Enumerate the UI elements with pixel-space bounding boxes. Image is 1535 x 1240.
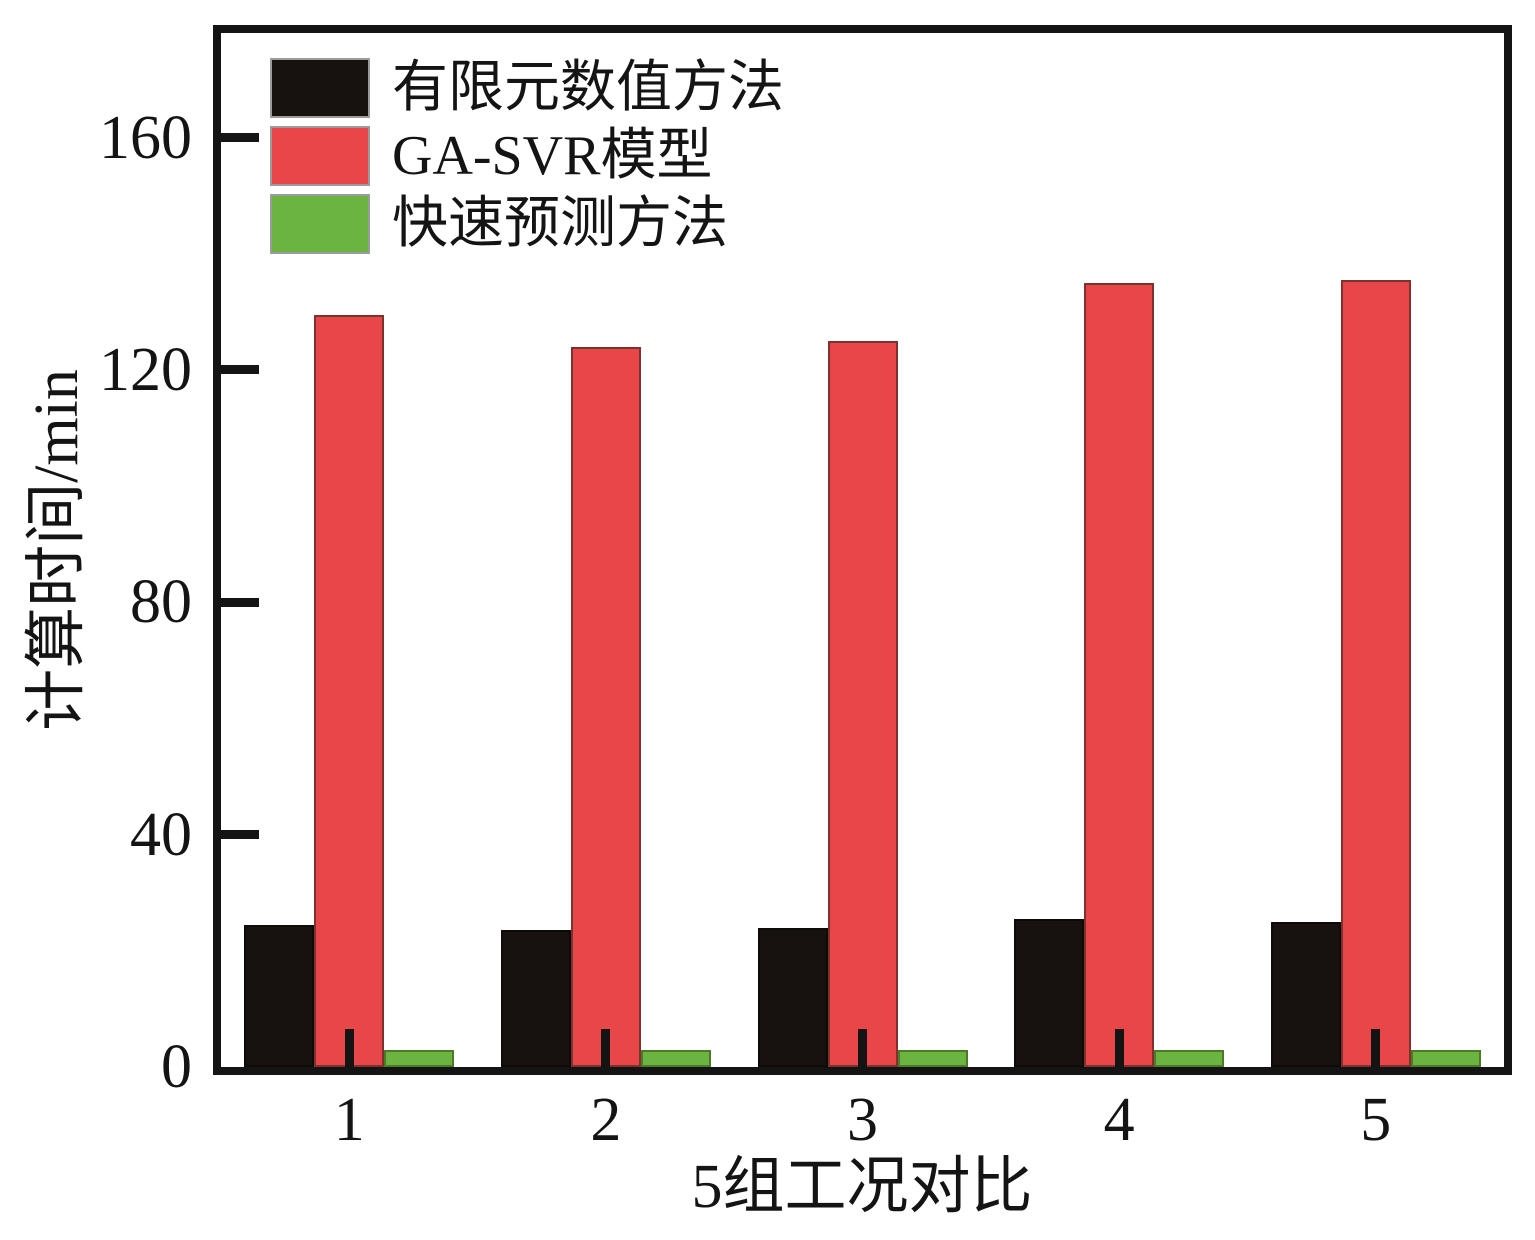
bar-fast-4	[1154, 1049, 1225, 1067]
x-tick-label-2: 2	[590, 1086, 622, 1154]
bar-fast-2	[640, 1049, 711, 1067]
x-tick-label-5: 5	[1360, 1086, 1392, 1154]
plot-frame	[213, 25, 1512, 1075]
legend-swatch-fem	[270, 58, 370, 118]
bar-fast-3	[897, 1049, 968, 1067]
x-tick-5	[1371, 1029, 1381, 1067]
y-tick-160	[221, 133, 259, 143]
x-tick-3	[858, 1029, 867, 1067]
y-tick-label-80: 80	[130, 568, 192, 637]
bar-fem-1	[244, 924, 315, 1067]
x-axis-title: 5组工况对比	[691, 1153, 1033, 1221]
bar-fem-5	[1270, 921, 1341, 1067]
x-tick-2	[601, 1029, 611, 1067]
bar-fem-4	[1014, 918, 1085, 1067]
bar-fem-3	[757, 927, 828, 1067]
bar-ga-svr-2	[570, 346, 641, 1067]
y-tick-label-0: 0	[161, 1033, 192, 1101]
x-tick-4	[1114, 1029, 1124, 1067]
y-tick-label-40: 40	[130, 800, 192, 869]
bar-fem-2	[500, 930, 571, 1067]
x-tick-label-3: 3	[847, 1086, 878, 1154]
legend-label-fem: 有限元数值方法	[392, 57, 784, 119]
x-tick-label-4: 4	[1103, 1086, 1135, 1154]
x-tick-label-1: 1	[333, 1086, 365, 1154]
y-tick-80	[221, 597, 259, 607]
bar-ga-svr-1	[314, 314, 385, 1067]
y-tick-120	[221, 365, 259, 375]
y-tick-label-160: 160	[99, 103, 192, 172]
y-tick-40	[221, 830, 259, 840]
bar-ga-svr-4	[1084, 282, 1155, 1067]
bar-fast-1	[384, 1049, 455, 1067]
x-tick-1	[344, 1029, 354, 1067]
bar-ga-svr-5	[1340, 279, 1411, 1067]
y-tick-label-120: 120	[99, 335, 192, 404]
legend-label-fast: 快速预测方法	[392, 193, 728, 255]
y-axis-title: 计算时间/min	[23, 369, 91, 731]
bar-ga-svr-3	[827, 340, 898, 1067]
legend-swatch-fast	[270, 194, 370, 254]
legend-label-ga-svr: GA-SVR模型	[392, 125, 713, 187]
legend-swatch-ga-svr	[270, 126, 370, 186]
bar-fast-5	[1410, 1049, 1481, 1067]
